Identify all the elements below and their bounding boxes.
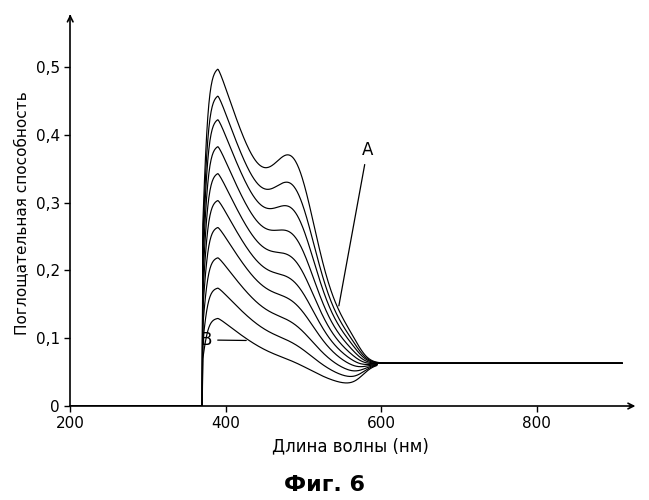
X-axis label: Длина волны (нм): Длина волны (нм) bbox=[271, 437, 428, 455]
Y-axis label: Поглощательная способность: Поглощательная способность bbox=[15, 91, 30, 334]
Text: A: A bbox=[339, 141, 373, 306]
Text: Фиг. 6: Фиг. 6 bbox=[284, 475, 365, 495]
Text: B: B bbox=[201, 331, 246, 349]
